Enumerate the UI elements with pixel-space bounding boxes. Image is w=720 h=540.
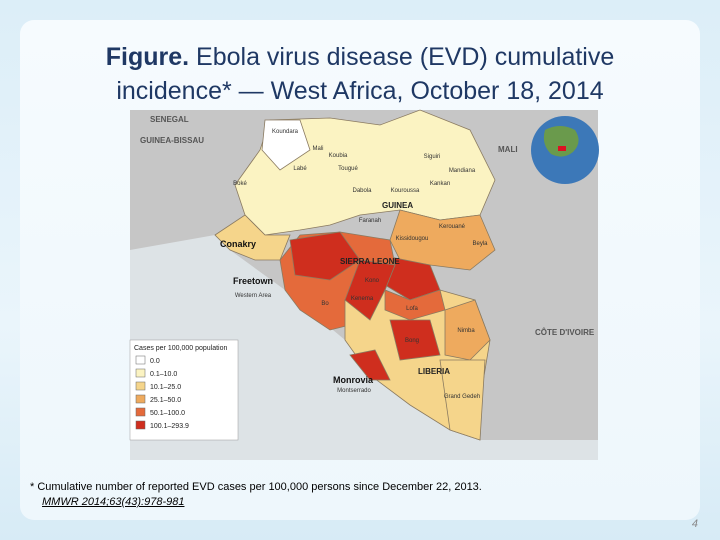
district-label: Kissidougou [396,236,429,242]
legend-label: 100.1–293.9 [150,423,189,430]
country-label: GUINEA [382,201,413,210]
montserrado [349,349,391,381]
page-number: 4 [691,518,698,530]
legend-swatch [135,368,146,378]
country-label: LIBERIA [418,367,450,376]
legend-label: 25.1–50.0 [150,397,181,404]
country-labels: SENEGAL GUINEA-BISSAU MALI GUINEA SIERRA… [140,115,595,376]
legend-title: Cases per 100,000 population [134,345,228,352]
legend-label: 0.1–10.0 [150,371,177,378]
guinea-forest [389,209,496,271]
legend-swatch [135,355,146,365]
district-label: Boké [233,181,247,187]
citation: MMWR 2014;63(43):978-981 [42,496,184,508]
sierra-leone-north [289,231,361,281]
country-label: SENEGAL [150,115,189,124]
slide-title: Figure. Ebola virus disease (EVD) cumula… [70,40,650,108]
district-label: Koubia [329,153,348,159]
nimba [444,299,491,361]
citation-text: MMWR 2014;63(43):978-981 [42,496,185,508]
district-label: Mali [312,146,323,152]
district-label: Bong [405,338,419,344]
country-label: SIERRA LEONE [340,257,400,266]
district-label: Nimba [457,328,475,334]
district-label: Siguiri [424,154,441,160]
legend-swatch [135,420,146,430]
legend-label: 10.1–25.0 [150,384,181,391]
district-label: Grand Gedeh [444,394,480,400]
country-label: CÔTE D'IVOIRE [535,328,595,337]
regions [214,109,496,441]
district-label: Labé [293,166,307,172]
district-label: Mandiana [449,168,476,174]
ocean [130,235,598,460]
district-label: Montserrado [337,388,371,394]
city-labels: Conakry Freetown Monrovia [220,239,374,385]
district-label: Tougué [338,166,358,172]
district-label: Bo [321,301,329,307]
district-label: Lofa [406,306,418,312]
district-label: Kenema [351,296,374,302]
legend-label: 0.0 [150,358,160,365]
title-text: Ebola virus disease (EVD) cumulative inc… [116,43,615,105]
district-label: Kouroussa [391,188,420,194]
legend-label: 50.1–100.0 [150,410,185,417]
legend-swatch [135,407,146,417]
district-labels: Koundara Mali Koubia Labé Tougué Siguiri… [233,129,488,400]
legend: Cases per 100,000 population 0.0 0.1–10.0… [129,339,239,441]
footnote: * Cumulative number of reported EVD case… [30,481,482,493]
district-label: Dabola [352,188,372,194]
city-label: Freetown [233,276,273,286]
globe-land [543,126,579,157]
district-label: Kankan [430,181,450,187]
district-label: Western Area [235,293,272,299]
globe-marker [558,146,566,151]
guinea-coast [214,214,291,261]
district-label: Kono [365,278,380,284]
country-label: MALI [498,145,518,154]
guinea-northwest [261,119,311,171]
legend-swatch [135,394,146,404]
legend-box [129,339,239,441]
district-label: Kerouané [439,224,466,230]
city-label: Conakry [220,239,256,249]
district-label: Koundara [272,129,299,135]
city-label: Monrovia [333,375,374,385]
district-label: Beyla [472,241,488,247]
title-bold: Figure. [105,43,190,71]
legend-swatch [135,381,146,391]
bong [389,319,441,361]
grand-gedeh [439,359,486,441]
country-label: GUINEA-BISSAU [140,136,204,145]
district-label: Faranah [359,218,381,224]
